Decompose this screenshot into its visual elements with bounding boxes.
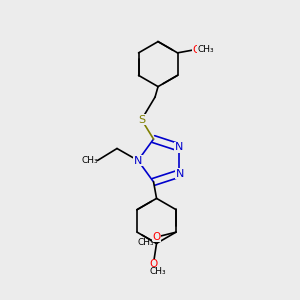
Text: N: N	[134, 155, 142, 166]
Text: CH₃: CH₃	[150, 267, 166, 276]
Text: S: S	[138, 115, 145, 124]
Text: N: N	[176, 169, 184, 179]
Text: CH₃: CH₃	[82, 156, 98, 165]
Text: CH₃: CH₃	[197, 45, 214, 54]
Text: O: O	[192, 45, 201, 55]
Text: O: O	[149, 260, 158, 269]
Text: O: O	[152, 232, 161, 242]
Text: CH₃: CH₃	[138, 238, 154, 247]
Text: N: N	[175, 142, 183, 152]
